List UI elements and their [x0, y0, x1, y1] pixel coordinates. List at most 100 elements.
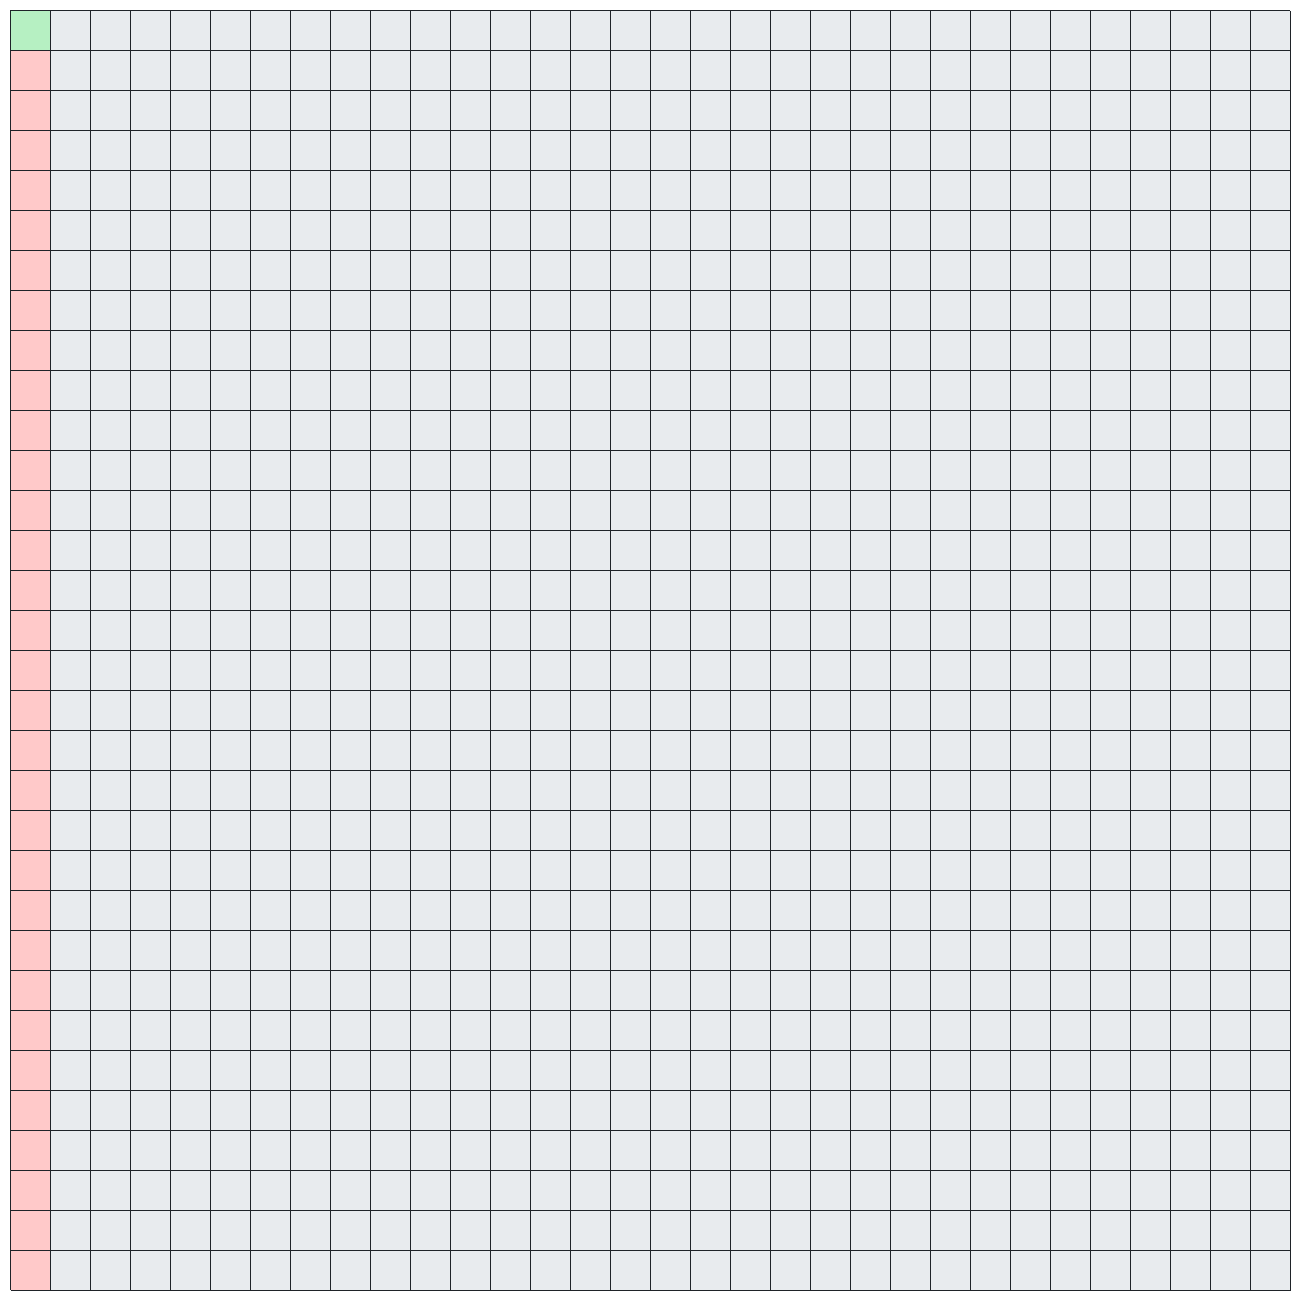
- grid-cell[interactable]: [1211, 211, 1251, 251]
- grid-cell[interactable]: [451, 1211, 491, 1251]
- grid-cell[interactable]: [371, 171, 411, 211]
- grid-cell[interactable]: [411, 491, 451, 531]
- grid-cell[interactable]: [451, 1251, 491, 1291]
- grid-cell[interactable]: [611, 1131, 651, 1171]
- grid-cell[interactable]: [531, 251, 571, 291]
- grid-cell[interactable]: [411, 1251, 451, 1291]
- grid-cell[interactable]: [91, 691, 131, 731]
- grid-cell[interactable]: [211, 251, 251, 291]
- grid-cell[interactable]: [131, 531, 171, 571]
- grid-cell[interactable]: [171, 851, 211, 891]
- grid-cell[interactable]: [491, 571, 531, 611]
- grid-cell[interactable]: [731, 51, 771, 91]
- grid-cell[interactable]: [1051, 11, 1091, 51]
- grid-cell[interactable]: [651, 611, 691, 651]
- grid-cell[interactable]: [891, 851, 931, 891]
- grid-cell[interactable]: [771, 1211, 811, 1251]
- grid-cell[interactable]: [1211, 1011, 1251, 1051]
- grid-cell[interactable]: [491, 771, 531, 811]
- grid-cell[interactable]: [211, 411, 251, 451]
- grid-cell[interactable]: [131, 411, 171, 451]
- grid-cell[interactable]: [91, 131, 131, 171]
- grid-cell[interactable]: [931, 531, 971, 571]
- grid-cell[interactable]: [651, 731, 691, 771]
- grid-cell[interactable]: [891, 1211, 931, 1251]
- grid-cell[interactable]: [1171, 771, 1211, 811]
- grid-cell[interactable]: [1251, 891, 1291, 931]
- grid-cell[interactable]: [891, 491, 931, 531]
- grid-cell[interactable]: [1251, 611, 1291, 651]
- grid-cell[interactable]: [171, 171, 211, 211]
- grid-cell[interactable]: [491, 211, 531, 251]
- grid-cell[interactable]: [971, 1131, 1011, 1171]
- grid-cell[interactable]: [531, 1131, 571, 1171]
- grid-cell[interactable]: [931, 131, 971, 171]
- grid-cell[interactable]: [851, 771, 891, 811]
- grid-cell[interactable]: [1251, 931, 1291, 971]
- grid-cell[interactable]: [1011, 1131, 1051, 1171]
- grid-cell[interactable]: [91, 1051, 131, 1091]
- grid-cell[interactable]: [1171, 1091, 1211, 1131]
- grid-cell[interactable]: [971, 731, 1011, 771]
- grid-cell[interactable]: [331, 91, 371, 131]
- grid-cell[interactable]: [971, 1051, 1011, 1091]
- grid-cell[interactable]: [811, 531, 851, 571]
- grid-cell[interactable]: [931, 771, 971, 811]
- grid-cell[interactable]: [411, 331, 451, 371]
- grid-cell[interactable]: [331, 1131, 371, 1171]
- grid-cell[interactable]: [371, 371, 411, 411]
- grid-cell[interactable]: [371, 51, 411, 91]
- grid-cell[interactable]: [531, 811, 571, 851]
- grid-cell[interactable]: [51, 771, 91, 811]
- grid-cell[interactable]: [51, 971, 91, 1011]
- grid-cell[interactable]: [811, 731, 851, 771]
- grid-cell[interactable]: [611, 891, 651, 931]
- grid-cell[interactable]: [1171, 1171, 1211, 1211]
- grid-cell[interactable]: [851, 411, 891, 451]
- grid-cell[interactable]: [51, 531, 91, 571]
- grid-cell[interactable]: [891, 891, 931, 931]
- grid-cell[interactable]: [211, 1171, 251, 1211]
- grid-cell[interactable]: [811, 971, 851, 1011]
- grid-cell[interactable]: [291, 1131, 331, 1171]
- grid-cell[interactable]: [51, 291, 91, 331]
- grid-cell[interactable]: [371, 1171, 411, 1211]
- grid-cell[interactable]: [331, 211, 371, 251]
- grid-cell[interactable]: [211, 11, 251, 51]
- grid-cell[interactable]: [771, 291, 811, 331]
- grid-cell[interactable]: [731, 291, 771, 331]
- grid-cell[interactable]: [451, 171, 491, 211]
- grid-cell[interactable]: [131, 651, 171, 691]
- grid-cell[interactable]: [451, 1131, 491, 1171]
- grid-cell[interactable]: [171, 331, 211, 371]
- grid-cell[interactable]: [1011, 811, 1051, 851]
- grid-cell[interactable]: [291, 851, 331, 891]
- grid-cell[interactable]: [691, 491, 731, 531]
- grid-cell[interactable]: [1171, 811, 1211, 851]
- grid-cell[interactable]: [291, 931, 331, 971]
- grid-cell[interactable]: [1211, 891, 1251, 931]
- grid-cell[interactable]: [851, 611, 891, 651]
- grid-cell[interactable]: [891, 1051, 931, 1091]
- grid-cell[interactable]: [851, 371, 891, 411]
- grid-cell[interactable]: [131, 731, 171, 771]
- grid-cell[interactable]: [491, 731, 531, 771]
- grid-cell[interactable]: [1251, 1211, 1291, 1251]
- grid-cell[interactable]: [1131, 11, 1171, 51]
- grid-cell[interactable]: [251, 731, 291, 771]
- grid-cell[interactable]: [51, 251, 91, 291]
- grid-cell[interactable]: [771, 491, 811, 531]
- grid-cell[interactable]: [51, 51, 91, 91]
- grid-cell[interactable]: [851, 1131, 891, 1171]
- grid-cell[interactable]: [611, 931, 651, 971]
- grid-cell[interactable]: [291, 1251, 331, 1291]
- grid-cell[interactable]: [771, 331, 811, 371]
- grid-cell[interactable]: [411, 251, 451, 291]
- grid-cell[interactable]: [1171, 531, 1211, 571]
- grid-cell[interactable]: [91, 1171, 131, 1211]
- grid-cell[interactable]: [1051, 1091, 1091, 1131]
- grid-cell[interactable]: [771, 1131, 811, 1171]
- grid-cell[interactable]: [1131, 1131, 1171, 1171]
- grid-cell[interactable]: [1051, 1251, 1091, 1291]
- grid-cell[interactable]: [1171, 891, 1211, 931]
